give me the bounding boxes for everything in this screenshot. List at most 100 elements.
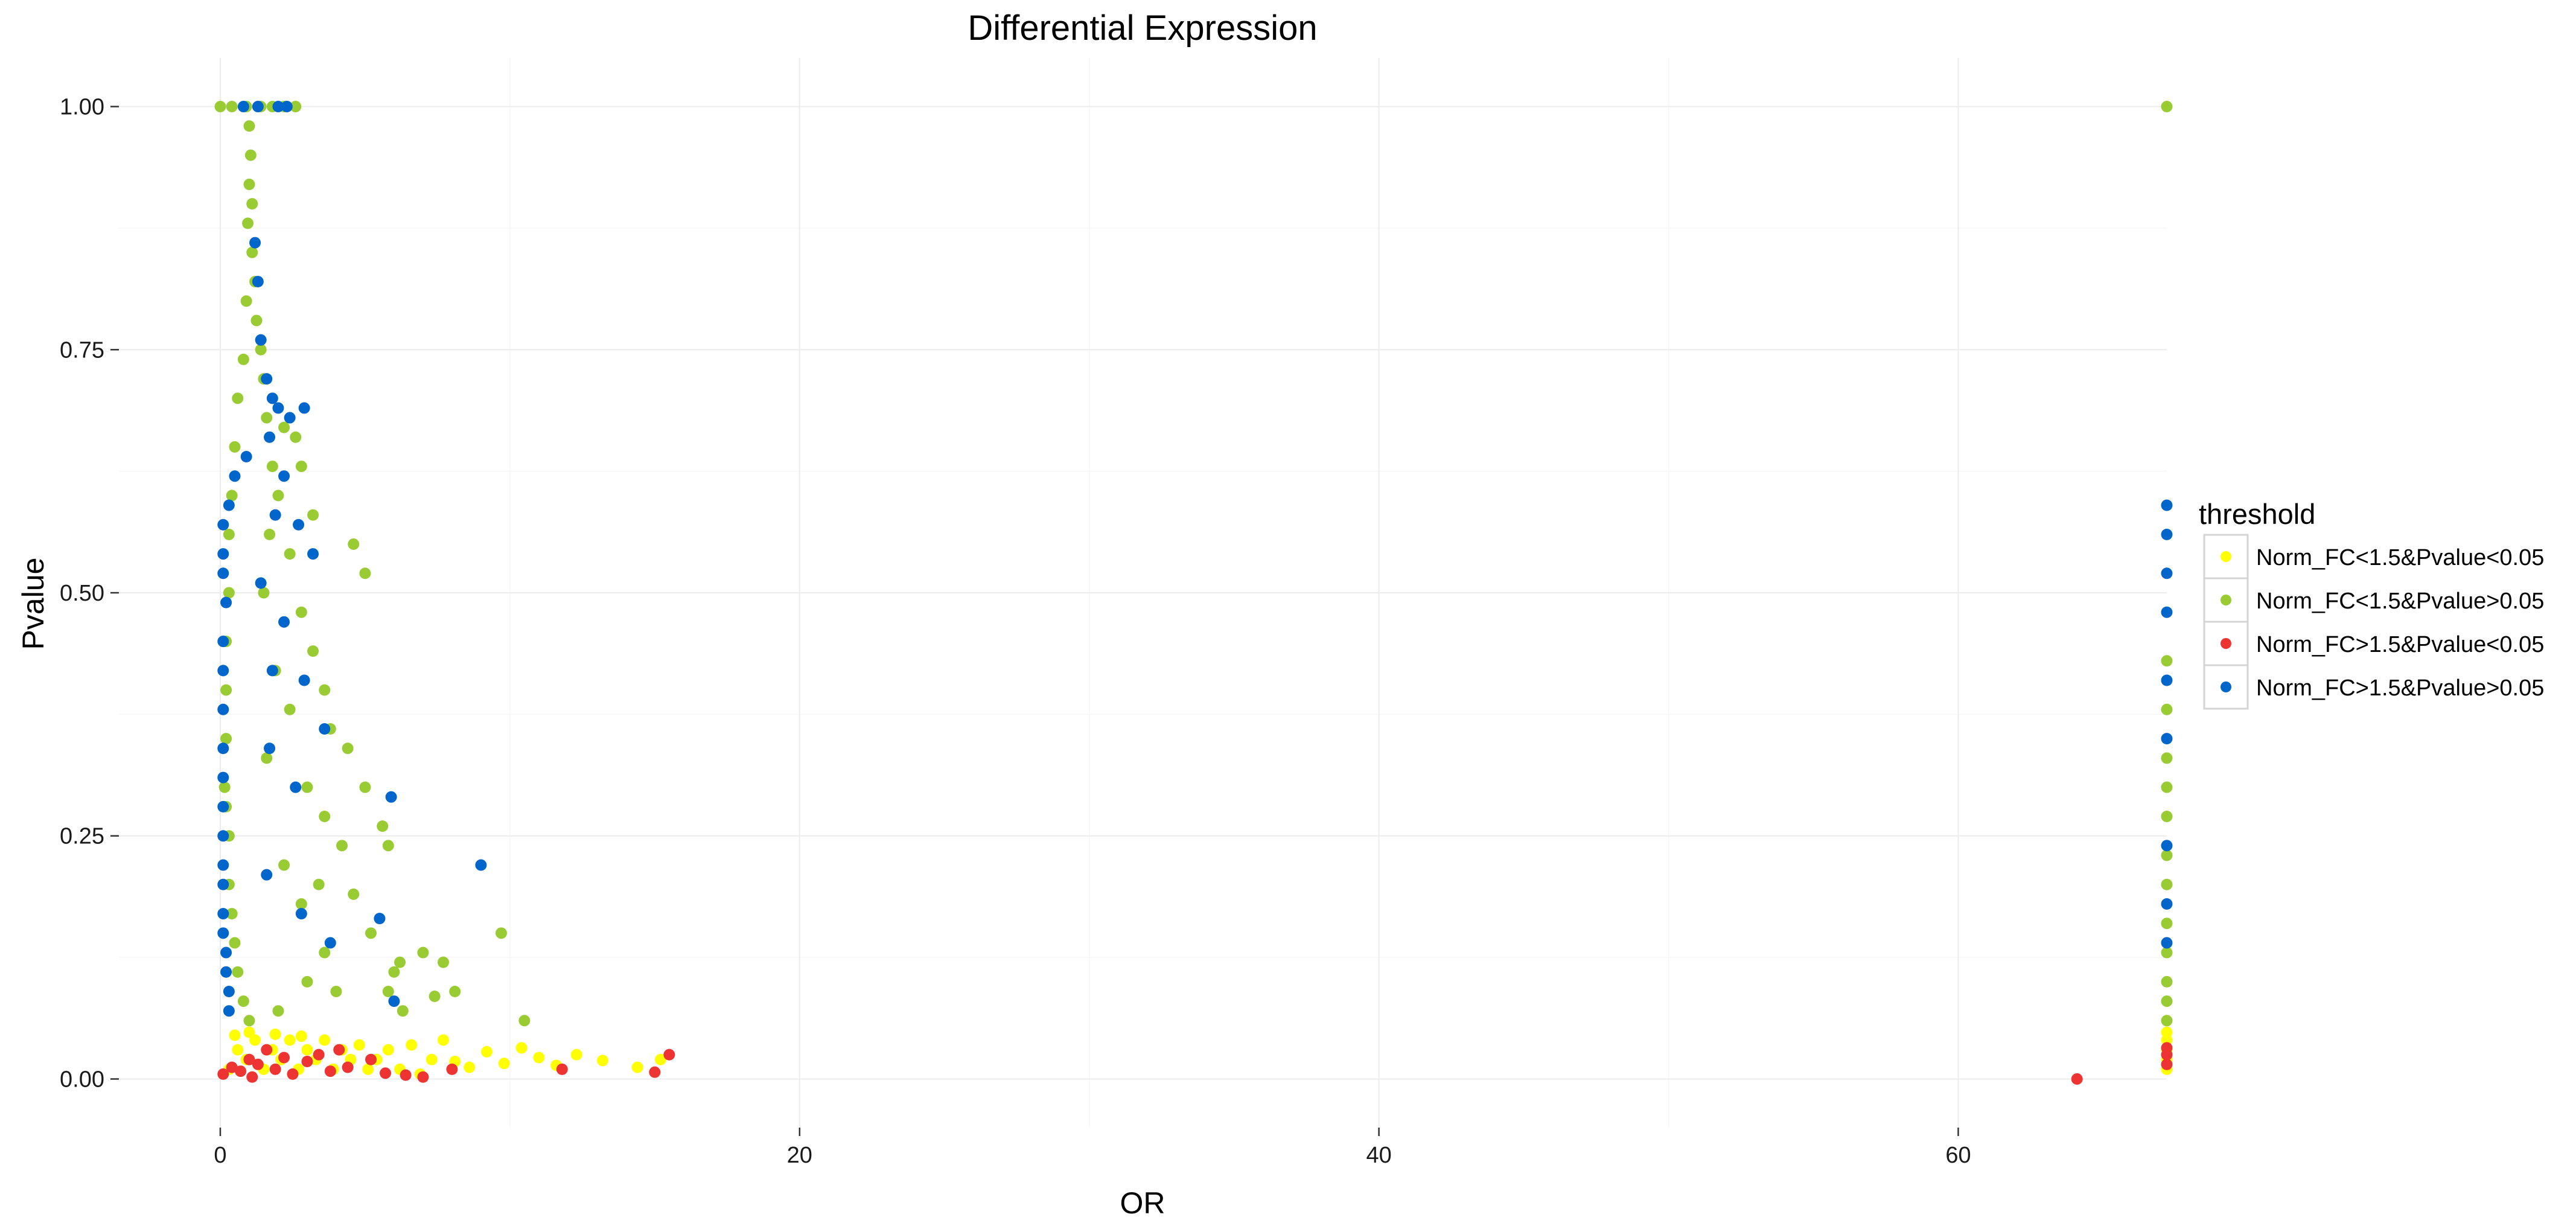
legend-label: Norm_FC>1.5&Pvalue>0.05 <box>2256 675 2544 701</box>
x-tick-label: 60 <box>1945 1143 1971 1168</box>
data-point <box>240 295 252 307</box>
data-point <box>217 800 229 813</box>
data-point <box>226 908 238 920</box>
data-point <box>2071 1073 2083 1085</box>
data-point <box>242 217 254 229</box>
data-point <box>385 791 397 803</box>
data-point <box>330 985 342 997</box>
data-point <box>237 353 249 365</box>
data-point <box>243 120 255 132</box>
legend-label: Norm_FC<1.5&Pvalue>0.05 <box>2256 589 2544 614</box>
data-point <box>400 1069 412 1081</box>
data-point <box>272 402 284 414</box>
data-point <box>2161 1042 2173 1054</box>
data-point <box>220 947 232 959</box>
data-point <box>229 1029 241 1041</box>
x-axis-title: OR <box>1120 1186 1165 1220</box>
data-point <box>217 908 229 920</box>
data-point <box>365 927 377 939</box>
y-tick-label: 0.00 <box>60 1067 104 1092</box>
data-point <box>278 470 290 482</box>
data-point <box>261 373 273 385</box>
y-tick-label: 0.50 <box>60 581 104 606</box>
data-point <box>220 596 232 608</box>
data-point <box>2161 567 2173 579</box>
data-point <box>2161 101 2173 113</box>
data-point <box>287 1068 299 1080</box>
data-point <box>223 499 235 511</box>
data-point <box>295 1030 307 1042</box>
data-point <box>269 509 281 521</box>
data-point <box>284 548 296 560</box>
data-point <box>261 752 273 764</box>
data-point <box>2161 947 2173 959</box>
data-point <box>313 878 325 890</box>
data-point <box>226 1061 238 1073</box>
data-point <box>307 509 319 521</box>
data-point <box>319 811 331 823</box>
data-point <box>2161 849 2173 861</box>
data-point <box>498 1058 510 1070</box>
legend-marker <box>2221 551 2231 562</box>
data-point <box>295 898 307 910</box>
data-point <box>449 985 461 997</box>
data-point <box>2161 975 2173 988</box>
data-point <box>252 101 264 113</box>
data-point <box>258 587 270 599</box>
data-point <box>2161 840 2173 852</box>
data-point <box>232 1044 244 1056</box>
data-point <box>226 101 238 113</box>
data-point <box>397 1005 409 1017</box>
data-point <box>217 548 229 560</box>
legend-marker <box>2221 682 2231 692</box>
data-point <box>261 1044 273 1056</box>
data-point <box>264 742 276 755</box>
data-point <box>301 1044 313 1056</box>
data-point <box>654 1053 666 1065</box>
data-point <box>663 1049 675 1061</box>
data-point <box>246 246 258 258</box>
data-point <box>406 1039 418 1051</box>
legend-marker <box>2221 595 2231 605</box>
data-point <box>255 343 267 356</box>
data-point <box>377 820 389 832</box>
data-point <box>319 684 331 696</box>
legend-label: Norm_FC<1.5&Pvalue<0.05 <box>2256 545 2544 570</box>
x-tick-label: 20 <box>787 1143 812 1168</box>
data-point <box>235 1065 247 1078</box>
data-point <box>631 1061 643 1073</box>
series-1 <box>223 1026 2173 1080</box>
data-point <box>284 1034 296 1046</box>
data-point <box>290 101 302 113</box>
data-point <box>229 937 241 949</box>
data-point <box>243 1053 255 1065</box>
data-point <box>232 392 244 404</box>
data-point <box>255 334 267 346</box>
data-point <box>278 1052 290 1064</box>
data-point <box>301 1055 313 1067</box>
data-point <box>244 149 257 161</box>
data-point <box>243 1015 255 1027</box>
y-tick-label: 1.00 <box>60 95 104 120</box>
data-point <box>2161 1015 2173 1027</box>
data-point <box>290 781 302 793</box>
data-point <box>495 927 507 939</box>
data-point <box>426 1053 438 1065</box>
legend-title: threshold <box>2199 498 2315 530</box>
data-point <box>359 781 371 793</box>
data-point <box>250 314 263 327</box>
data-point <box>359 567 371 579</box>
data-point <box>342 1061 354 1073</box>
data-point <box>596 1055 608 1067</box>
data-point <box>295 461 307 473</box>
data-point <box>2161 918 2173 930</box>
data-point <box>394 956 406 968</box>
axes-layer: 0 20 40 60 0.00 0.25 0.50 0.75 1.00 <box>60 95 1971 1168</box>
data-point <box>217 927 229 939</box>
legend: threshold Norm_FC<1.5&Pvalue<0.05 Norm_FC… <box>2199 498 2544 710</box>
data-point <box>429 991 441 1003</box>
data-point <box>217 742 229 755</box>
data-point <box>243 178 255 190</box>
data-point <box>223 985 235 997</box>
data-point <box>570 1049 582 1061</box>
